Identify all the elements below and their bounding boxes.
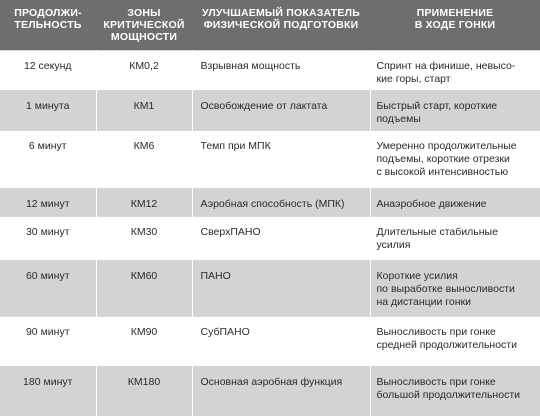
cell-zone: КМ60 [95, 260, 192, 316]
cell-duration: 60 минут [0, 260, 96, 316]
cell-improved-metric: СверхПАНО [191, 216, 370, 260]
cell-zone: КМ12 [95, 188, 192, 216]
table-row: 30 минут КМ30 СверхПАНО Длительные стаби… [0, 216, 540, 260]
cell-application: Анаэробное движение [369, 188, 540, 216]
header-zone: ЗОНЫ КРИТИЧЕСКОЙ МОЩНОСТИ [96, 0, 192, 50]
table-row: 6 минут КМ6 Темп при МПК Умеренно продол… [0, 130, 540, 188]
cell-zone: КМ1 [95, 90, 192, 130]
cell-improved-metric: Основная аэробная функция [191, 366, 370, 416]
cell-duration: 180 минут [0, 366, 96, 416]
cell-zone: КМ180 [95, 366, 192, 416]
cell-duration: 1 минута [0, 90, 96, 130]
cell-zone: КМ0,2 [95, 50, 192, 90]
cell-improved-metric: Аэробная способность (МПК) [191, 188, 370, 216]
cell-duration: 12 минут [0, 188, 96, 216]
table-row: 90 минут КМ90 СубПАНО Выносливость при г… [0, 316, 540, 366]
header-row: ПРОДОЛЖИ- ТЕЛЬНОСТЬ ЗОНЫ КРИТИЧЕСКОЙ МОЩ… [0, 0, 540, 50]
cell-duration: 6 минут [0, 130, 96, 188]
table-body: 12 секунд КМ0,2 Взрывная мощность Спринт… [0, 50, 540, 416]
cell-improved-metric: ПАНО [191, 260, 370, 316]
cell-improved-metric: Темп при МПК [191, 130, 370, 188]
cell-improved-metric: Взрывная мощность [191, 50, 370, 90]
cell-application: Длительные стабильные усилия [369, 216, 540, 260]
cell-application: Выносливость при гонке большой продолжит… [369, 366, 540, 416]
table-row: 60 минут КМ60 ПАНО Короткие усилия по вы… [0, 260, 540, 316]
cell-duration: 30 минут [0, 216, 96, 260]
cell-zone: КМ6 [95, 130, 192, 188]
header-duration: ПРОДОЛЖИ- ТЕЛЬНОСТЬ [0, 0, 96, 50]
cell-improved-metric: СубПАНО [191, 316, 370, 366]
cell-zone: КМ30 [95, 216, 192, 260]
cell-improved-metric: Освобождение от лактата [191, 90, 370, 130]
header-application: ПРИМЕНЕНИЕ В ХОДЕ ГОНКИ [370, 0, 540, 50]
table-row: 180 минут КМ180 Основная аэробная функци… [0, 366, 540, 416]
cell-zone: КМ90 [95, 316, 192, 366]
cell-duration: 12 секунд [0, 50, 96, 90]
table-row: 12 секунд КМ0,2 Взрывная мощность Спринт… [0, 50, 540, 90]
table-row: 12 минут КМ12 Аэробная способность (МПК)… [0, 188, 540, 216]
header-improved-metric: УЛУЧШАЕМЫЙ ПОКАЗАТЕЛЬ ФИЗИЧЕСКОЙ ПОДГОТО… [192, 0, 370, 50]
table-header: ПРОДОЛЖИ- ТЕЛЬНОСТЬ ЗОНЫ КРИТИЧЕСКОЙ МОЩ… [0, 0, 540, 50]
table-row: 1 минута КМ1 Освобождение от лактата Быс… [0, 90, 540, 130]
cell-application: Быстрый старт, короткие подъемы [369, 90, 540, 130]
cell-application: Спринт на финише, невысо- кие горы, стар… [369, 50, 540, 90]
cell-duration: 90 минут [0, 316, 96, 366]
cell-application: Умеренно продолжительные подъемы, коротк… [369, 130, 540, 188]
cell-application: Короткие усилия по выработке выносливост… [369, 260, 540, 316]
cell-application: Выносливость при гонке средней продолжит… [369, 316, 540, 366]
